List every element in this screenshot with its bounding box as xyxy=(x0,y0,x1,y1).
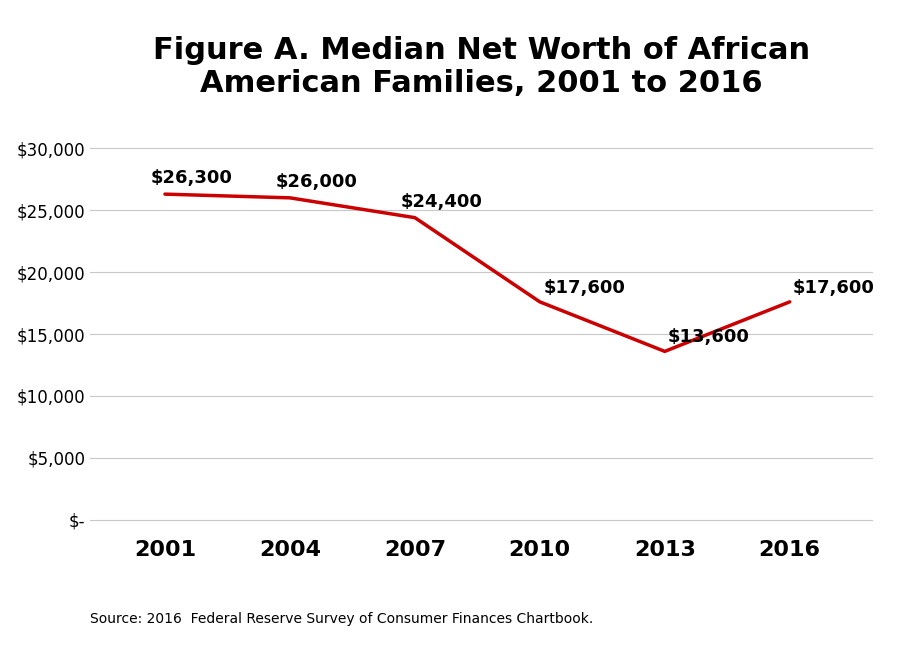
Text: $17,600: $17,600 xyxy=(793,279,875,297)
Text: $26,000: $26,000 xyxy=(275,173,357,191)
Text: $26,300: $26,300 xyxy=(150,170,232,187)
Title: Figure A. Median Net Worth of African
American Families, 2001 to 2016: Figure A. Median Net Worth of African Am… xyxy=(153,36,810,98)
Text: $24,400: $24,400 xyxy=(400,193,482,211)
Text: $13,600: $13,600 xyxy=(668,329,750,346)
Text: $17,600: $17,600 xyxy=(543,279,625,297)
Text: Source: 2016  Federal Reserve Survey of Consumer Finances Chartbook.: Source: 2016 Federal Reserve Survey of C… xyxy=(90,612,593,626)
